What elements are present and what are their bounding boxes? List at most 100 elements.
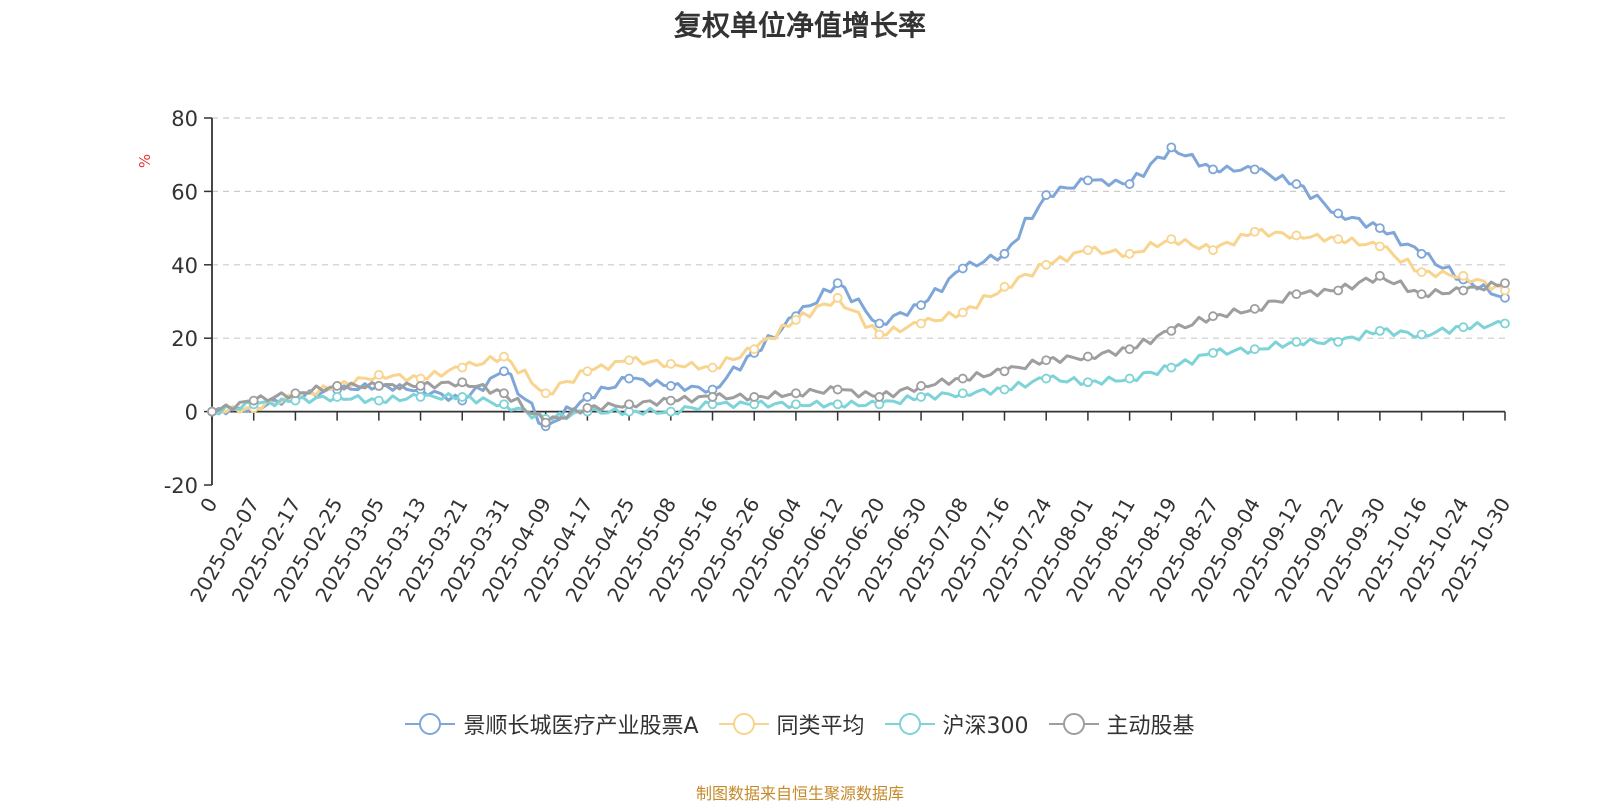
data-point bbox=[582, 366, 593, 377]
data-point bbox=[707, 392, 718, 402]
data-point bbox=[1083, 245, 1093, 256]
data-point bbox=[832, 384, 843, 395]
y-tick-label: -20 bbox=[164, 474, 198, 498]
data-point bbox=[916, 381, 926, 391]
data-point bbox=[999, 248, 1010, 259]
legend: 景顺长城医疗产业股票A 同类平均 沪深300 主动股基 bbox=[0, 708, 1600, 740]
data-point bbox=[457, 362, 468, 373]
data-point bbox=[499, 399, 509, 410]
data-point bbox=[957, 388, 968, 399]
data-point bbox=[499, 388, 509, 399]
data-point bbox=[1041, 190, 1052, 200]
data-point bbox=[1374, 325, 1385, 336]
legend-item[interactable]: 同类平均 bbox=[718, 708, 865, 740]
data-point bbox=[1208, 245, 1218, 256]
series-layer bbox=[207, 142, 1510, 432]
data-source-note: 制图数据来自恒生聚源数据库 bbox=[695, 784, 904, 803]
data-point bbox=[1041, 259, 1052, 270]
data-point bbox=[957, 307, 968, 318]
data-point bbox=[1249, 226, 1260, 237]
legend-item[interactable]: 沪深300 bbox=[884, 708, 1029, 740]
data-point bbox=[999, 366, 1010, 377]
legend-item[interactable]: 主动股基 bbox=[1048, 708, 1195, 740]
data-point bbox=[1083, 351, 1093, 362]
data-point bbox=[749, 392, 760, 402]
y-tick-label: 20 bbox=[171, 327, 198, 351]
data-point bbox=[1249, 164, 1260, 175]
data-point bbox=[1374, 270, 1385, 281]
data-point bbox=[1416, 267, 1427, 278]
data-point bbox=[665, 395, 676, 406]
legend-label: 景顺长城医疗产业股票A bbox=[463, 714, 699, 739]
data-point bbox=[1249, 303, 1260, 314]
data-point bbox=[624, 399, 634, 410]
y-tick-label: 40 bbox=[171, 254, 198, 278]
data-point bbox=[540, 388, 551, 399]
data-point bbox=[874, 329, 885, 340]
data-point bbox=[1374, 241, 1385, 252]
data-point bbox=[1208, 347, 1218, 358]
data-point bbox=[999, 281, 1010, 292]
data-point bbox=[373, 381, 384, 391]
data-point bbox=[1208, 311, 1218, 322]
data-point bbox=[1500, 318, 1510, 329]
data-point bbox=[1416, 289, 1427, 300]
legend-label: 沪深300 bbox=[942, 714, 1029, 739]
data-point bbox=[1500, 278, 1510, 289]
data-point bbox=[499, 366, 509, 377]
data-point bbox=[665, 406, 676, 417]
data-point bbox=[1249, 344, 1260, 355]
data-point bbox=[1124, 179, 1135, 189]
data-point bbox=[1458, 322, 1469, 333]
data-point bbox=[832, 399, 843, 410]
data-point bbox=[624, 355, 634, 366]
data-point bbox=[1333, 208, 1344, 219]
data-point bbox=[999, 384, 1010, 395]
data-point bbox=[874, 318, 885, 329]
data-point bbox=[957, 373, 968, 384]
data-point bbox=[791, 399, 801, 410]
data-point bbox=[290, 388, 301, 399]
data-point bbox=[791, 388, 801, 399]
data-point bbox=[373, 369, 384, 380]
data-point bbox=[1208, 164, 1218, 175]
data-point bbox=[1333, 285, 1344, 296]
data-point bbox=[916, 318, 926, 329]
data-point bbox=[832, 278, 843, 289]
data-point bbox=[499, 351, 509, 362]
data-point bbox=[1041, 355, 1052, 366]
data-point bbox=[707, 362, 718, 373]
series-line bbox=[211, 227, 1506, 414]
data-point bbox=[1458, 270, 1469, 281]
data-point bbox=[1374, 223, 1385, 234]
data-point bbox=[415, 381, 426, 391]
data-point bbox=[1458, 285, 1469, 296]
data-point bbox=[373, 395, 384, 406]
x-tick-label: 0 bbox=[195, 494, 222, 517]
legend-marker-icon bbox=[1048, 713, 1099, 735]
data-point bbox=[582, 392, 593, 402]
data-point bbox=[1291, 179, 1302, 189]
legend-label: 主动股基 bbox=[1106, 714, 1195, 739]
data-point bbox=[1166, 325, 1177, 336]
data-point bbox=[332, 392, 343, 402]
data-point bbox=[1124, 344, 1135, 355]
data-point bbox=[916, 300, 926, 311]
data-point bbox=[1166, 234, 1177, 245]
data-point bbox=[1124, 248, 1135, 259]
data-point bbox=[791, 314, 801, 325]
data-point bbox=[1083, 175, 1093, 186]
legend-marker-icon bbox=[884, 713, 935, 735]
data-point bbox=[1083, 377, 1093, 388]
data-point bbox=[457, 392, 468, 402]
grid-layer bbox=[212, 117, 1505, 339]
data-point bbox=[957, 263, 968, 274]
data-point bbox=[1041, 373, 1052, 384]
data-point bbox=[207, 406, 217, 417]
data-point bbox=[624, 373, 634, 384]
data-point bbox=[582, 403, 593, 413]
y-tick-label: 80 bbox=[171, 107, 198, 131]
legend-item[interactable]: 景顺长城医疗产业股票A bbox=[405, 708, 699, 740]
y-tick-label: 0 bbox=[185, 401, 198, 425]
